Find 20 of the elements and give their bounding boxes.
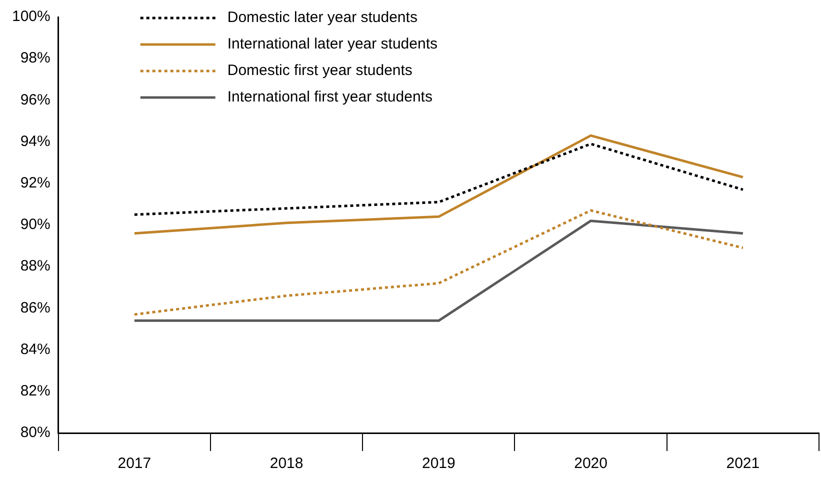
x-tick-label: 2017	[118, 455, 152, 472]
x-tick-label: 2019	[422, 455, 456, 472]
y-tick-label: 84%	[20, 340, 50, 358]
y-tick-label: 80%	[20, 424, 50, 442]
x-tick-label: 2018	[270, 455, 304, 472]
y-tick-label: 96%	[20, 91, 50, 108]
y-tick-label: 100%	[12, 8, 50, 26]
y-tick-label: 86%	[20, 299, 50, 316]
y-tick-label: 92%	[20, 174, 50, 192]
y-tick-label: 98%	[20, 50, 50, 67]
legend-label: Domestic first year students	[227, 62, 412, 80]
y-tick-label: 94%	[20, 132, 50, 150]
y-tick-label: 88%	[20, 258, 50, 275]
y-tick-label: 90%	[20, 216, 50, 234]
legend-label: Domestic later year students	[227, 9, 418, 26]
legend-label: International first year students	[227, 88, 432, 106]
legend-label: International later year students	[227, 36, 438, 53]
x-tick-label: 2021	[726, 455, 760, 472]
y-tick-label: 82%	[20, 382, 50, 400]
x-tick-label: 2020	[574, 455, 608, 472]
